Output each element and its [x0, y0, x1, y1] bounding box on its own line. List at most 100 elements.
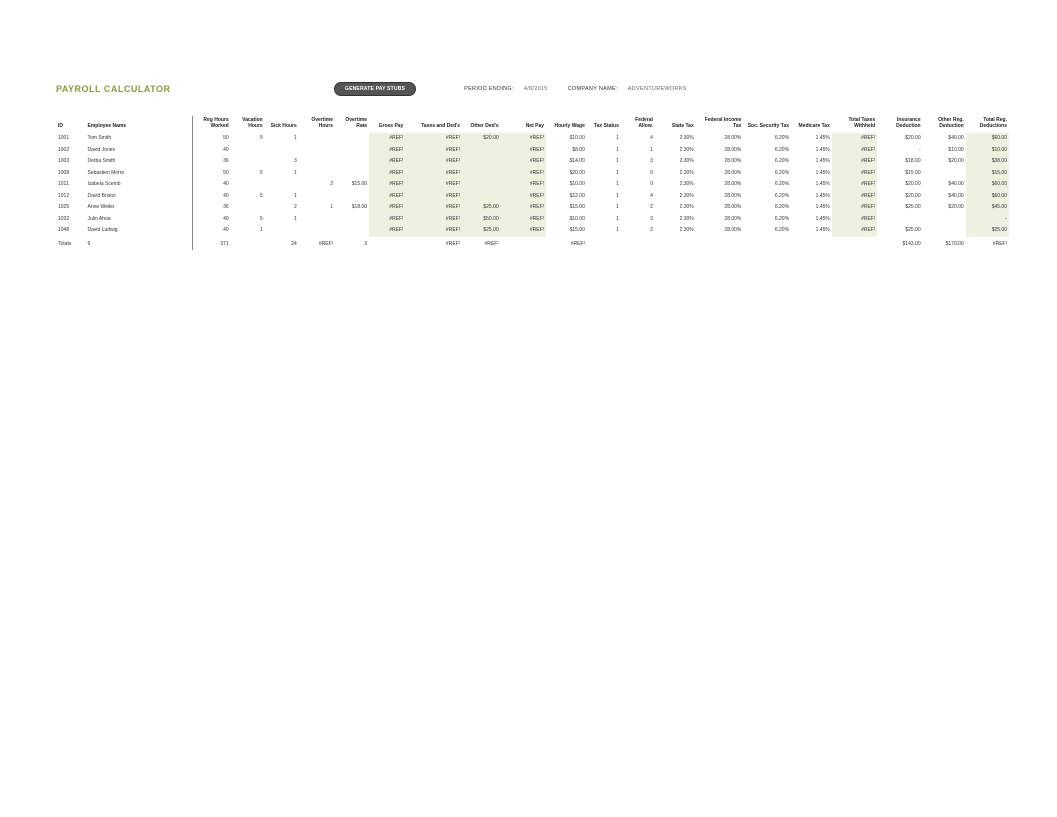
cell-gross: #REF! — [369, 145, 405, 157]
col-ord: Other Reg. Deduction — [923, 116, 966, 133]
cell-ts: 1 — [587, 202, 621, 214]
cell-fit: 28.00% — [696, 214, 744, 226]
cell-ts: 1 — [587, 133, 621, 145]
totals-reg: 371 — [192, 237, 231, 251]
cell-id: 1025 — [56, 202, 85, 214]
cell-fit: 28.00% — [696, 168, 744, 180]
cell-trd: $60.00 — [966, 179, 1009, 191]
cell-gross: #REF! — [369, 191, 405, 203]
cell-vac: 5 — [231, 191, 265, 203]
cell-vac: 5 — [231, 168, 265, 180]
cell-hw: $14.00 — [546, 156, 587, 168]
cell-net: #REF! — [501, 168, 546, 180]
totals-otr: 3 — [335, 237, 369, 251]
cell-gross: #REF! — [369, 156, 405, 168]
cell-fa: 0 — [621, 179, 655, 191]
totals-fa — [621, 237, 655, 251]
cell-hw: $10.00 — [546, 179, 587, 191]
col-ts: Tax Status — [587, 116, 621, 133]
cell-ins: - — [877, 145, 922, 157]
totals-vac — [231, 237, 265, 251]
cell-oth: 2 — [299, 179, 335, 191]
col-gross: Gross Pay — [369, 116, 405, 133]
cell-reg: 40 — [192, 191, 231, 203]
col-reg: Reg Hours Worked — [192, 116, 231, 133]
cell-net: #REF! — [501, 202, 546, 214]
cell-otr: $15.00 — [335, 179, 369, 191]
cell-sst: 6.20% — [743, 202, 791, 214]
cell-sst: 6.20% — [743, 156, 791, 168]
cell-otr — [335, 225, 369, 237]
cell-ttw: #REF! — [832, 156, 877, 168]
cell-ttw: #REF! — [832, 214, 877, 226]
cell-trd: $45.00 — [966, 202, 1009, 214]
cell-oth — [299, 145, 335, 157]
cell-id: 1032 — [56, 214, 85, 226]
cell-name: Tom Smith — [85, 133, 192, 145]
cell-sick: 2 — [265, 202, 299, 214]
cell-vac — [231, 202, 265, 214]
table-row: 1008Sebastien Morre5051#REF!#REF!#REF!$2… — [56, 168, 1009, 180]
col-fa: Federal Allow. — [621, 116, 655, 133]
cell-fa: 4 — [621, 133, 655, 145]
cell-st: 2.30% — [655, 202, 696, 214]
totals-trd: #REF! — [966, 237, 1009, 251]
cell-net: #REF! — [501, 225, 546, 237]
col-sick: Sick Hours — [265, 116, 299, 133]
cell-ttw: #REF! — [832, 179, 877, 191]
cell-oth — [299, 133, 335, 145]
cell-mt: 1.45% — [791, 133, 832, 145]
cell-name: Sebastien Morre — [85, 168, 192, 180]
cell-oth: 1 — [299, 202, 335, 214]
totals-oth: #REF! — [299, 237, 335, 251]
cell-gross: #REF! — [369, 225, 405, 237]
cell-ins: $20.00 — [877, 133, 922, 145]
cell-ts: 1 — [587, 214, 621, 226]
cell-hw: $20.00 — [546, 168, 587, 180]
cell-mt: 1.45% — [791, 202, 832, 214]
cell-otr — [335, 156, 369, 168]
col-ttw: Total Taxes Withheld — [832, 116, 877, 133]
cell-id: 1003 — [56, 156, 85, 168]
cell-sst: 6.20% — [743, 133, 791, 145]
cell-sick: 1 — [265, 191, 299, 203]
cell-tax: #REF! — [405, 133, 462, 145]
col-fit: Federal Income Tax — [696, 116, 744, 133]
generate-paystubs-button[interactable]: GENERATE PAY STUBS — [334, 82, 416, 96]
cell-vac — [231, 179, 265, 191]
cell-tax: #REF! — [405, 145, 462, 157]
cell-gross: #REF! — [369, 133, 405, 145]
cell-trd: $60.00 — [966, 133, 1009, 145]
cell-otr — [335, 145, 369, 157]
cell-ord — [923, 214, 966, 226]
cell-sst: 6.20% — [743, 191, 791, 203]
cell-fit: 28.00% — [696, 191, 744, 203]
cell-fa: 2 — [621, 202, 655, 214]
cell-ttw: #REF! — [832, 225, 877, 237]
cell-oded: $25.00 — [462, 225, 501, 237]
totals-mt — [791, 237, 832, 251]
cell-fa: 0 — [621, 168, 655, 180]
cell-st: 2.30% — [655, 145, 696, 157]
col-sst: Soc. Security Tax — [743, 116, 791, 133]
table-row: 1025Anne Weiler3621$18.00#REF!#REF!$25.0… — [56, 202, 1009, 214]
cell-mt: 1.45% — [791, 156, 832, 168]
cell-net: #REF! — [501, 145, 546, 157]
cell-fit: 28.00% — [696, 156, 744, 168]
cell-sst: 6.20% — [743, 168, 791, 180]
col-st: State Tax — [655, 116, 696, 133]
cell-net: #REF! — [501, 133, 546, 145]
totals-id: Totals — [56, 237, 85, 251]
cell-sst: 6.20% — [743, 225, 791, 237]
cell-hw: $15.00 — [546, 225, 587, 237]
cell-sick: 1 — [265, 214, 299, 226]
table-row: 1012David Bristol4051#REF!#REF!#REF!$12.… — [56, 191, 1009, 203]
cell-id: 1012 — [56, 191, 85, 203]
cell-fit: 28.00% — [696, 225, 744, 237]
company-name-value: ADVENTUREWORKS — [628, 86, 687, 92]
cell-otr — [335, 168, 369, 180]
cell-ins: $20.00 — [877, 191, 922, 203]
cell-st: 2.30% — [655, 179, 696, 191]
cell-hw: $8.00 — [546, 145, 587, 157]
cell-sick: 1 — [265, 168, 299, 180]
